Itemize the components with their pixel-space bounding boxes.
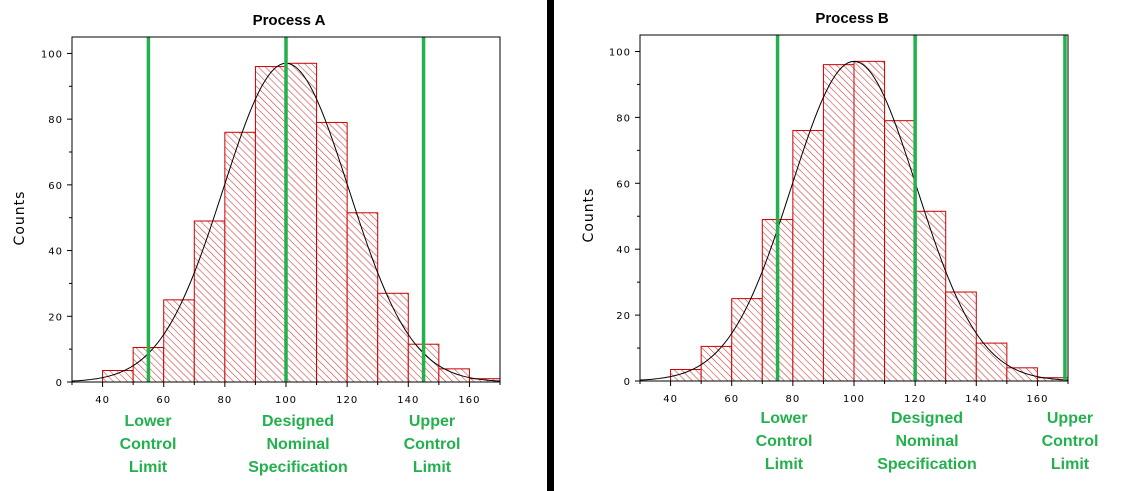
histogram-bar bbox=[163, 299, 195, 383]
reference-line-label: Lower Control Limit bbox=[756, 410, 813, 473]
histogram-bar bbox=[316, 121, 348, 383]
chart-process-b: Process B Counts 40 60 80 100 120 140 16002040… bbox=[581, 10, 1098, 473]
reference-line-label: Upper Control Limit bbox=[1042, 410, 1099, 473]
y-tick-label: 60 bbox=[48, 181, 63, 192]
label-line: Control bbox=[756, 433, 813, 450]
axis-ticks: 40 60 80 100 120 140 160 0 20 40 60 80 100 bbox=[609, 47, 1069, 405]
histogram-bars bbox=[670, 60, 1069, 382]
y-tick-label: 100 bbox=[609, 47, 631, 58]
y-tick-label: 80 bbox=[48, 115, 63, 126]
x-tick-label: 140 bbox=[397, 395, 419, 406]
x-tick-label: 80 bbox=[217, 395, 232, 406]
reference-lines bbox=[775, 35, 1067, 381]
reference-line-label: Upper Control Limit bbox=[404, 413, 461, 476]
chart-title: Process B bbox=[815, 10, 889, 27]
histogram-bars bbox=[102, 62, 501, 383]
histogram-bar bbox=[792, 130, 824, 382]
label-line: Lower bbox=[760, 410, 807, 427]
histogram-bar bbox=[914, 210, 947, 382]
reference-line-label: Designed Nominal Specification bbox=[248, 413, 348, 476]
label-line: Specification bbox=[877, 456, 977, 473]
histogram-bar bbox=[377, 292, 409, 383]
label-line: Lower bbox=[124, 413, 171, 430]
plot-frame bbox=[71, 36, 501, 383]
label-line: Designed bbox=[262, 413, 334, 430]
histogram-bar bbox=[346, 212, 379, 383]
histogram-bar bbox=[1006, 367, 1038, 382]
label-line: Specification bbox=[248, 459, 348, 476]
normal-fit-curve bbox=[639, 60, 1069, 381]
y-axis-label: Counts bbox=[12, 191, 28, 246]
y-tick-label: 80 bbox=[616, 113, 631, 124]
x-tick-label: 100 bbox=[843, 394, 865, 405]
chart-title: Process A bbox=[253, 12, 326, 29]
x-tick-label: 40 bbox=[663, 394, 678, 405]
label-line: Control bbox=[120, 436, 177, 453]
y-axis-label: Counts bbox=[581, 188, 597, 243]
y-tick-label: 40 bbox=[48, 247, 63, 258]
y-tick-label: 60 bbox=[616, 179, 631, 190]
y-tick-label: 0 bbox=[56, 378, 63, 389]
x-tick-label: 120 bbox=[904, 394, 926, 405]
label-line: Nominal bbox=[266, 436, 329, 453]
label-line: Control bbox=[404, 436, 461, 453]
histogram-bar bbox=[254, 66, 287, 383]
histogram-bar bbox=[822, 64, 855, 382]
annotations: Lower Control Limit Designed Nominal Specific… bbox=[120, 413, 461, 476]
label-line: Limit bbox=[129, 459, 168, 476]
y-tick-label: 0 bbox=[624, 377, 631, 388]
plot-frame bbox=[639, 34, 1069, 382]
chart-process-a: Process A Counts 40 60 80 100 120 140 160 0 20 40… bbox=[12, 12, 501, 476]
x-tick-label: 60 bbox=[724, 394, 739, 405]
label-line: Limit bbox=[765, 456, 804, 473]
label-line: Designed bbox=[891, 410, 963, 427]
histogram-bar bbox=[731, 298, 763, 382]
x-tick-label: 160 bbox=[1026, 394, 1048, 405]
histogram-bar bbox=[285, 62, 318, 383]
label-line: Control bbox=[1042, 433, 1099, 450]
label-line: Nominal bbox=[895, 433, 958, 450]
label-line: Upper bbox=[1047, 410, 1093, 427]
y-tick-label: 20 bbox=[48, 312, 63, 323]
reference-line-label: Designed Nominal Specification bbox=[877, 410, 977, 473]
reference-line-label: Lower Control Limit bbox=[120, 413, 177, 476]
y-tick-label: 100 bbox=[41, 49, 63, 60]
x-tick-label: 160 bbox=[458, 395, 480, 406]
x-tick-label: 120 bbox=[336, 395, 358, 406]
label-line: Limit bbox=[413, 459, 452, 476]
x-tick-label: 40 bbox=[95, 395, 110, 406]
reference-lines bbox=[146, 37, 426, 382]
y-tick-label: 40 bbox=[616, 245, 631, 256]
y-tick-label: 20 bbox=[616, 311, 631, 322]
histogram-bar bbox=[438, 368, 470, 383]
x-tick-label: 100 bbox=[275, 395, 297, 406]
histogram-bar bbox=[853, 60, 886, 382]
histogram-bar bbox=[975, 342, 1008, 382]
x-tick-label: 80 bbox=[785, 394, 800, 405]
label-line: Limit bbox=[1051, 456, 1090, 473]
x-tick-label: 140 bbox=[965, 394, 987, 405]
annotations: Lower Control Limit Designed Nominal Specific… bbox=[756, 410, 1099, 473]
fit-curve-layer bbox=[639, 60, 1069, 381]
label-line: Upper bbox=[409, 413, 455, 430]
panel-divider bbox=[547, 0, 554, 491]
histogram-bar bbox=[193, 220, 226, 383]
histogram-bar bbox=[945, 291, 977, 382]
histogram-bar bbox=[884, 120, 916, 382]
histogram-bar bbox=[224, 131, 256, 383]
x-tick-label: 60 bbox=[156, 395, 171, 406]
